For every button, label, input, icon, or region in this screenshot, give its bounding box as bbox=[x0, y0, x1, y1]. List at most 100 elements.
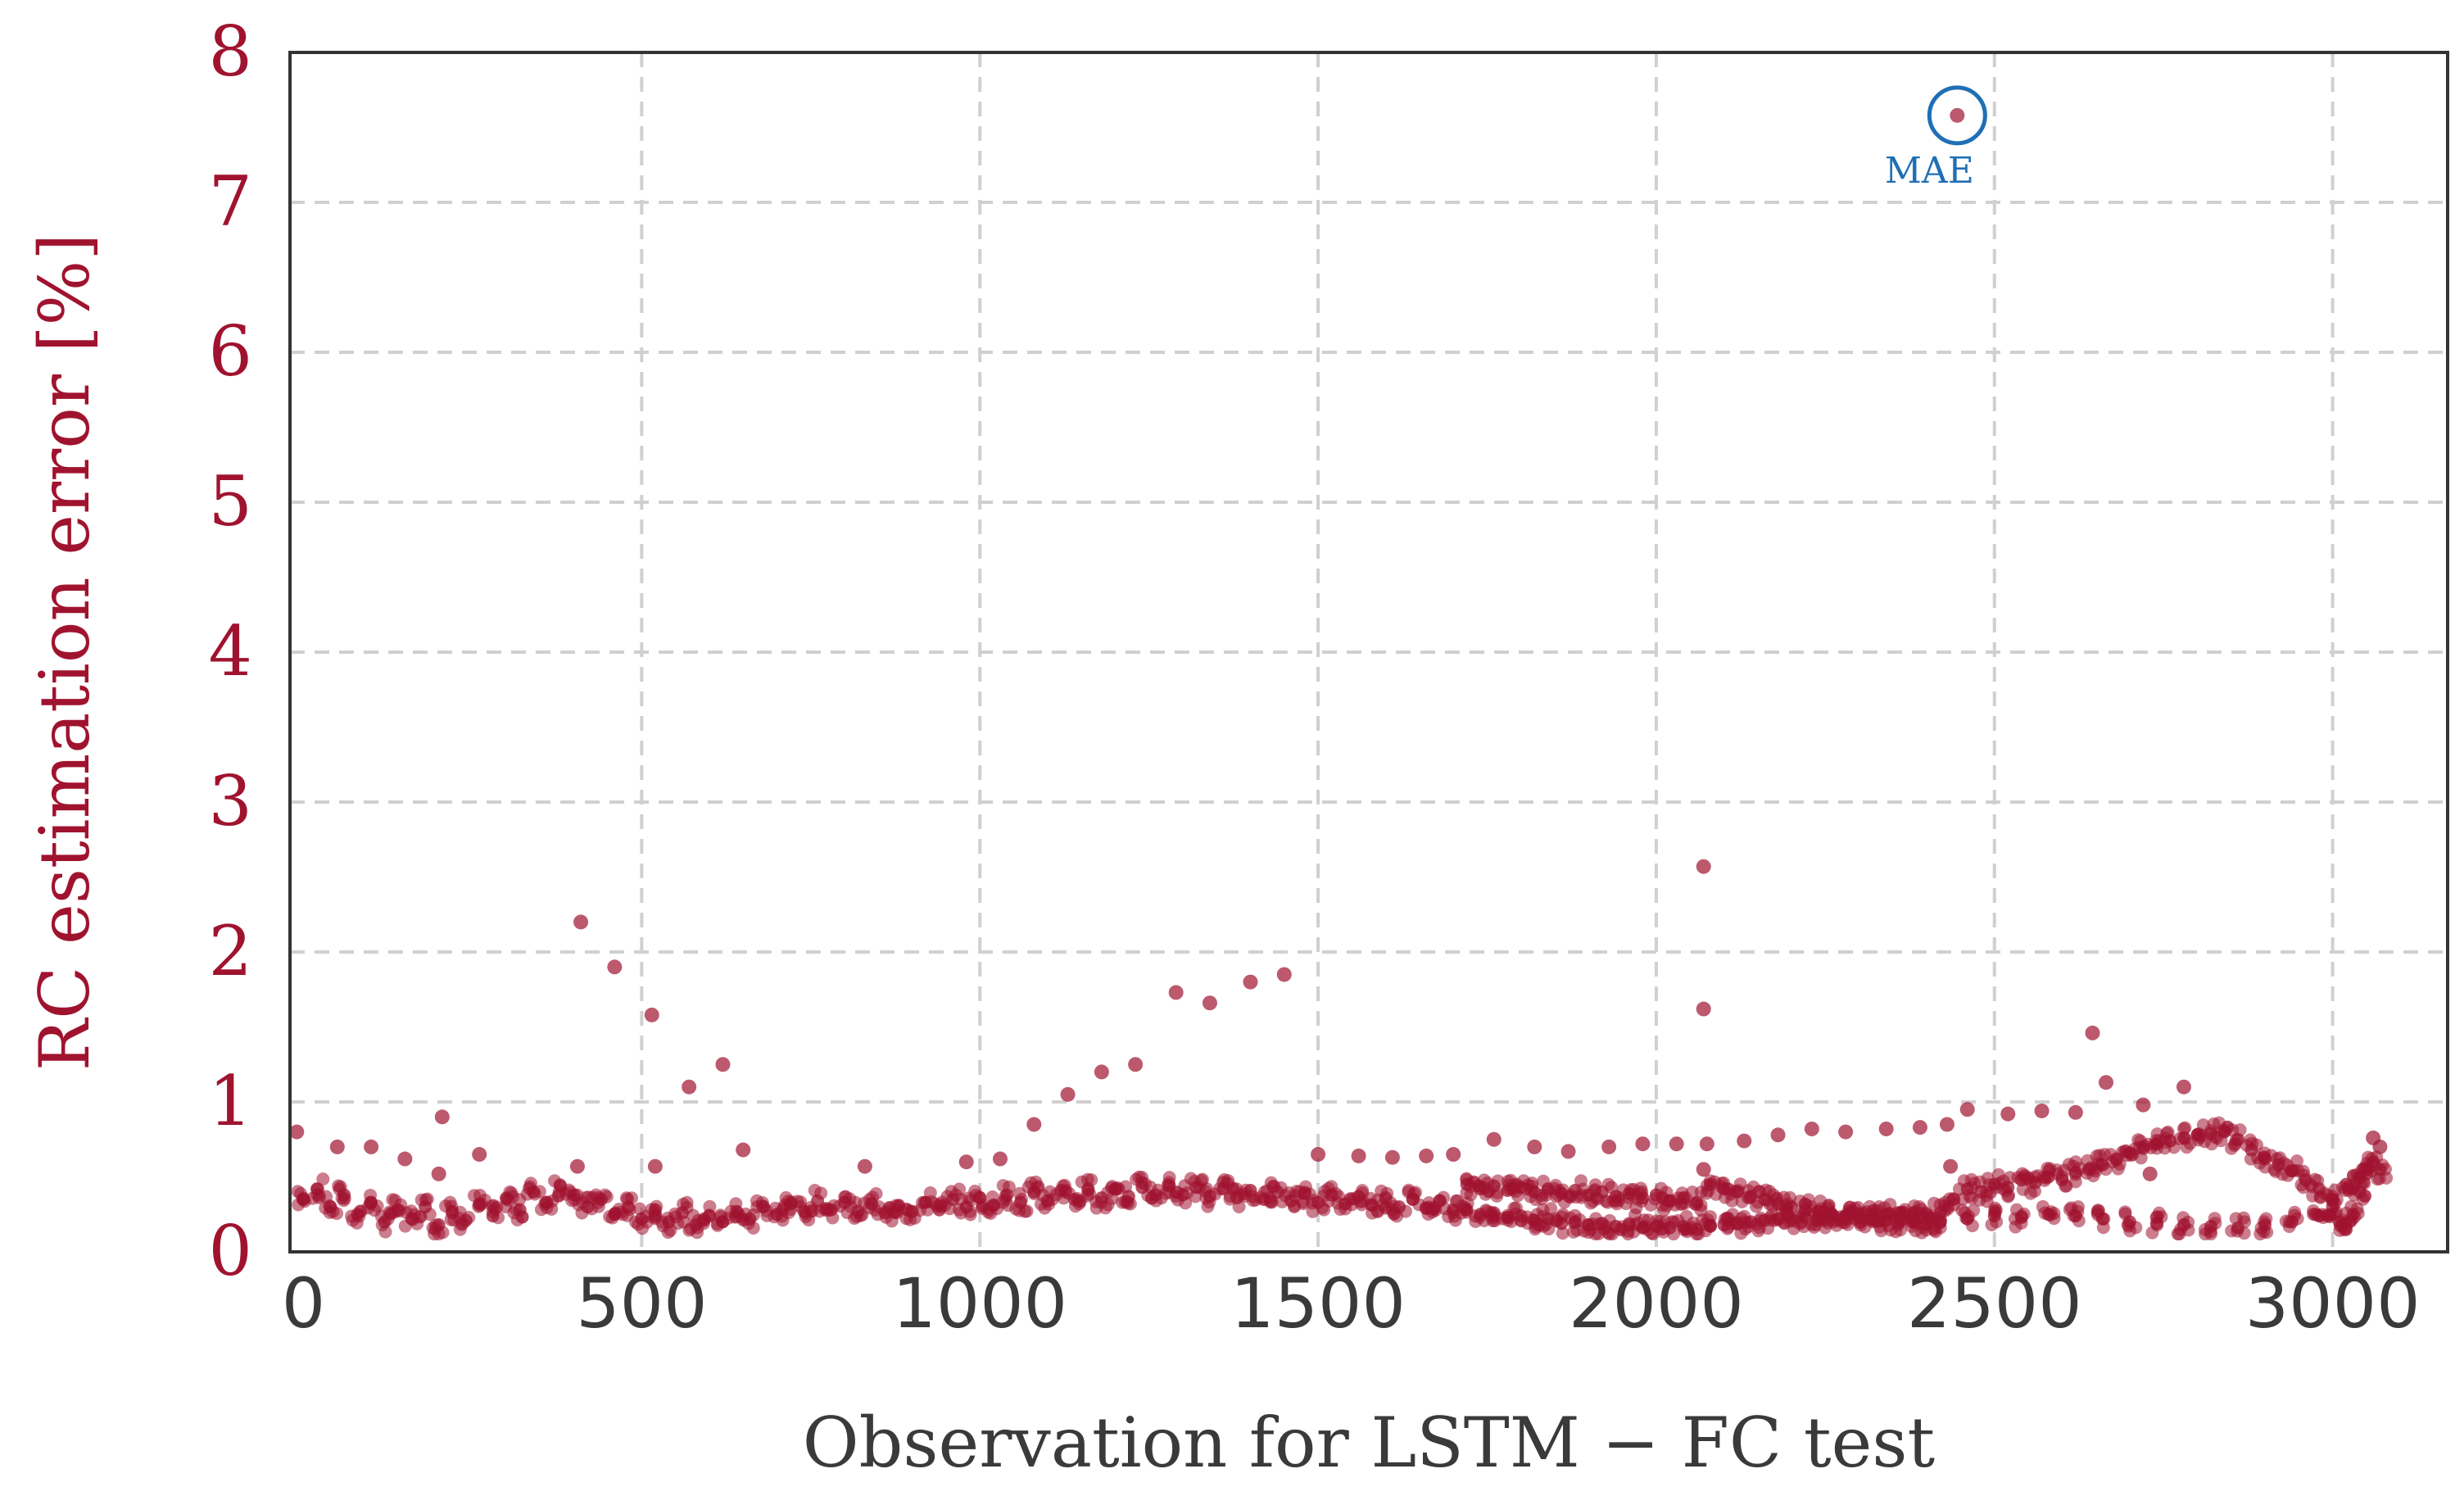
data-point bbox=[1566, 1225, 1580, 1239]
data-point bbox=[1199, 1181, 1213, 1195]
data-point bbox=[1635, 1185, 1649, 1199]
y-tick-label: 6 bbox=[209, 311, 252, 392]
data-point bbox=[1619, 1196, 1633, 1210]
data-point bbox=[1556, 1226, 1569, 1240]
data-point bbox=[1213, 1181, 1227, 1195]
data-point bbox=[1605, 1181, 1619, 1195]
data-point bbox=[2282, 1220, 2296, 1234]
data-point bbox=[1564, 1188, 1578, 1202]
data-point bbox=[1770, 1127, 1786, 1143]
data-point bbox=[2253, 1227, 2267, 1241]
y-tick-label: 5 bbox=[209, 461, 252, 542]
data-point bbox=[1939, 1117, 1954, 1132]
data-point bbox=[953, 1182, 967, 1196]
data-point bbox=[2000, 1106, 2016, 1122]
y-axis-label: RC estimation error [%] bbox=[25, 233, 105, 1071]
data-point bbox=[1738, 1222, 1752, 1236]
x-tick-label: 1000 bbox=[892, 1263, 1067, 1344]
data-point bbox=[1075, 1175, 1089, 1189]
data-point bbox=[1232, 1200, 1246, 1214]
data-point bbox=[1669, 1136, 1684, 1152]
data-point bbox=[1307, 1194, 1320, 1208]
data-point bbox=[1105, 1191, 1119, 1205]
data-point bbox=[2099, 1075, 2114, 1090]
data-point bbox=[714, 1210, 728, 1224]
data-point bbox=[1696, 859, 1711, 874]
data-point bbox=[1742, 1184, 1755, 1198]
data-point bbox=[1243, 974, 1258, 990]
data-point bbox=[2064, 1201, 2078, 1215]
data-point bbox=[2270, 1152, 2284, 1166]
data-point bbox=[1933, 1213, 1947, 1226]
data-point bbox=[1699, 1136, 1714, 1152]
data-point bbox=[963, 1208, 977, 1222]
data-point bbox=[509, 1203, 523, 1217]
data-point bbox=[1509, 1207, 1523, 1221]
data-point bbox=[289, 1124, 305, 1140]
data-point bbox=[889, 1199, 903, 1213]
data-point bbox=[2134, 1151, 2148, 1165]
data-point bbox=[2160, 1127, 2174, 1140]
data-point bbox=[1201, 1199, 1215, 1213]
data-point bbox=[849, 1195, 863, 1209]
data-point bbox=[386, 1193, 400, 1207]
data-point bbox=[2059, 1179, 2072, 1193]
data-point bbox=[1959, 1102, 1975, 1117]
data-point bbox=[1601, 1139, 1617, 1154]
data-point bbox=[364, 1139, 379, 1154]
x-tick-label: 2500 bbox=[1907, 1263, 2082, 1344]
y-tick-label: 1 bbox=[209, 1061, 252, 1141]
data-point bbox=[2245, 1136, 2259, 1150]
data-point bbox=[958, 1154, 974, 1170]
data-point bbox=[2269, 1164, 2283, 1178]
data-point bbox=[524, 1176, 538, 1190]
data-point bbox=[1446, 1147, 1461, 1163]
data-point bbox=[2118, 1205, 2132, 1219]
data-point bbox=[1737, 1133, 1752, 1149]
data-point bbox=[2290, 1212, 2304, 1226]
data-point bbox=[1384, 1149, 1400, 1165]
x-tick-label: 1500 bbox=[1230, 1263, 1406, 1344]
data-point bbox=[2158, 1141, 2172, 1155]
data-point bbox=[2034, 1103, 2050, 1118]
data-point bbox=[2176, 1211, 2190, 1225]
data-point bbox=[1433, 1194, 1447, 1208]
data-point bbox=[607, 959, 623, 975]
data-point bbox=[487, 1202, 501, 1216]
data-point bbox=[636, 1222, 650, 1235]
plot-frame bbox=[288, 51, 2449, 1253]
data-point bbox=[1311, 1147, 1326, 1163]
data-point bbox=[472, 1147, 487, 1163]
data-point bbox=[1038, 1201, 1052, 1215]
data-point bbox=[1621, 1227, 1635, 1241]
data-point bbox=[2085, 1025, 2100, 1040]
data-point bbox=[1363, 1191, 1377, 1205]
data-point bbox=[575, 1206, 589, 1220]
data-point bbox=[2008, 1212, 2022, 1226]
data-point bbox=[569, 1158, 585, 1174]
data-point bbox=[857, 1158, 872, 1174]
data-point bbox=[423, 1208, 437, 1222]
data-point bbox=[621, 1192, 635, 1206]
x-tick-label: 2000 bbox=[1569, 1263, 1744, 1344]
data-point bbox=[398, 1219, 412, 1233]
data-point bbox=[434, 1109, 450, 1125]
y-tick-labels: 0 1 2 3 4 5 6 7 8 bbox=[209, 11, 252, 1291]
data-point bbox=[992, 1151, 1008, 1167]
data-point bbox=[1390, 1209, 1404, 1223]
data-point bbox=[940, 1190, 954, 1204]
data-point bbox=[1766, 1188, 1780, 1202]
data-point bbox=[736, 1213, 750, 1227]
data-point bbox=[1325, 1180, 1338, 1194]
data-point bbox=[1144, 1180, 1157, 1194]
data-point bbox=[1685, 1185, 1699, 1199]
data-point bbox=[644, 1007, 659, 1022]
data-point bbox=[2136, 1097, 2151, 1113]
data-point bbox=[1589, 1190, 1603, 1204]
data-point bbox=[1752, 1185, 1766, 1199]
data-point bbox=[2072, 1214, 2086, 1228]
data-point bbox=[1588, 1178, 1602, 1192]
data-point bbox=[2208, 1217, 2222, 1231]
x-tick-label: 500 bbox=[576, 1263, 707, 1344]
